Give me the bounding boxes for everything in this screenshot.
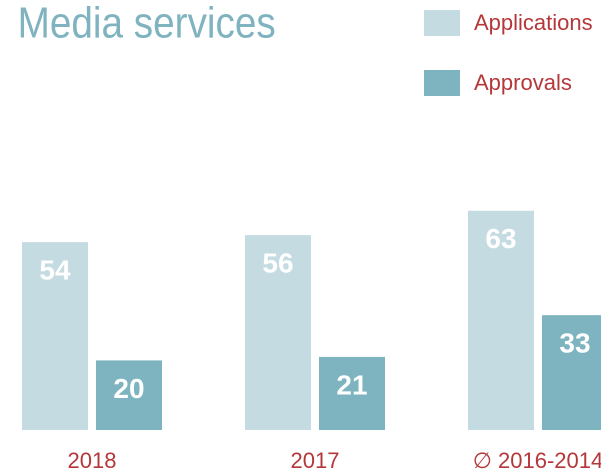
bar — [319, 356, 385, 430]
chart-title: Media services — [18, 0, 276, 47]
value-label: 63 — [485, 223, 516, 254]
value-label: 20 — [113, 373, 144, 404]
x-tick-label: 2018 — [68, 448, 117, 473]
legend-swatch — [424, 70, 460, 96]
bar — [468, 210, 534, 430]
bar — [245, 235, 311, 430]
legend-swatch — [424, 10, 460, 36]
value-label: 56 — [262, 248, 293, 279]
legend-label: Approvals — [474, 70, 572, 95]
bar — [542, 315, 601, 430]
x-tick-label: 2017 — [291, 448, 340, 473]
legend-label: Applications — [474, 10, 593, 35]
value-label: 21 — [336, 369, 367, 400]
bar — [96, 360, 162, 430]
bar — [22, 242, 88, 430]
x-tick-label: ∅ 2016-2014 — [473, 448, 601, 473]
value-label: 54 — [39, 254, 71, 285]
value-label: 33 — [559, 328, 590, 359]
